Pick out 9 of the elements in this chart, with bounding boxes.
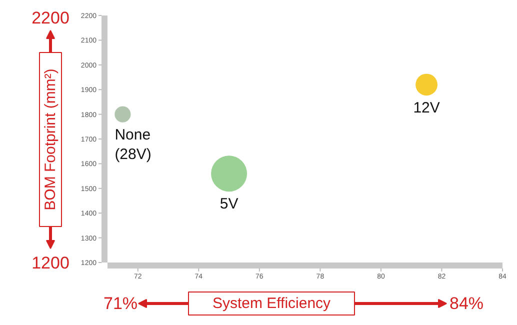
series-label: 5V [220, 196, 238, 213]
text: 84% [449, 294, 484, 313]
text: 1200 [32, 254, 70, 272]
series-label: 12V [413, 100, 440, 117]
text: 2200 [32, 8, 70, 28]
text: 71% [103, 294, 138, 313]
legend-label: None (28V) [114, 126, 152, 163]
x-axis-title: System Efficiency [212, 295, 332, 312]
y-axis-title: BOM Footprint (mm²) [42, 68, 59, 210]
